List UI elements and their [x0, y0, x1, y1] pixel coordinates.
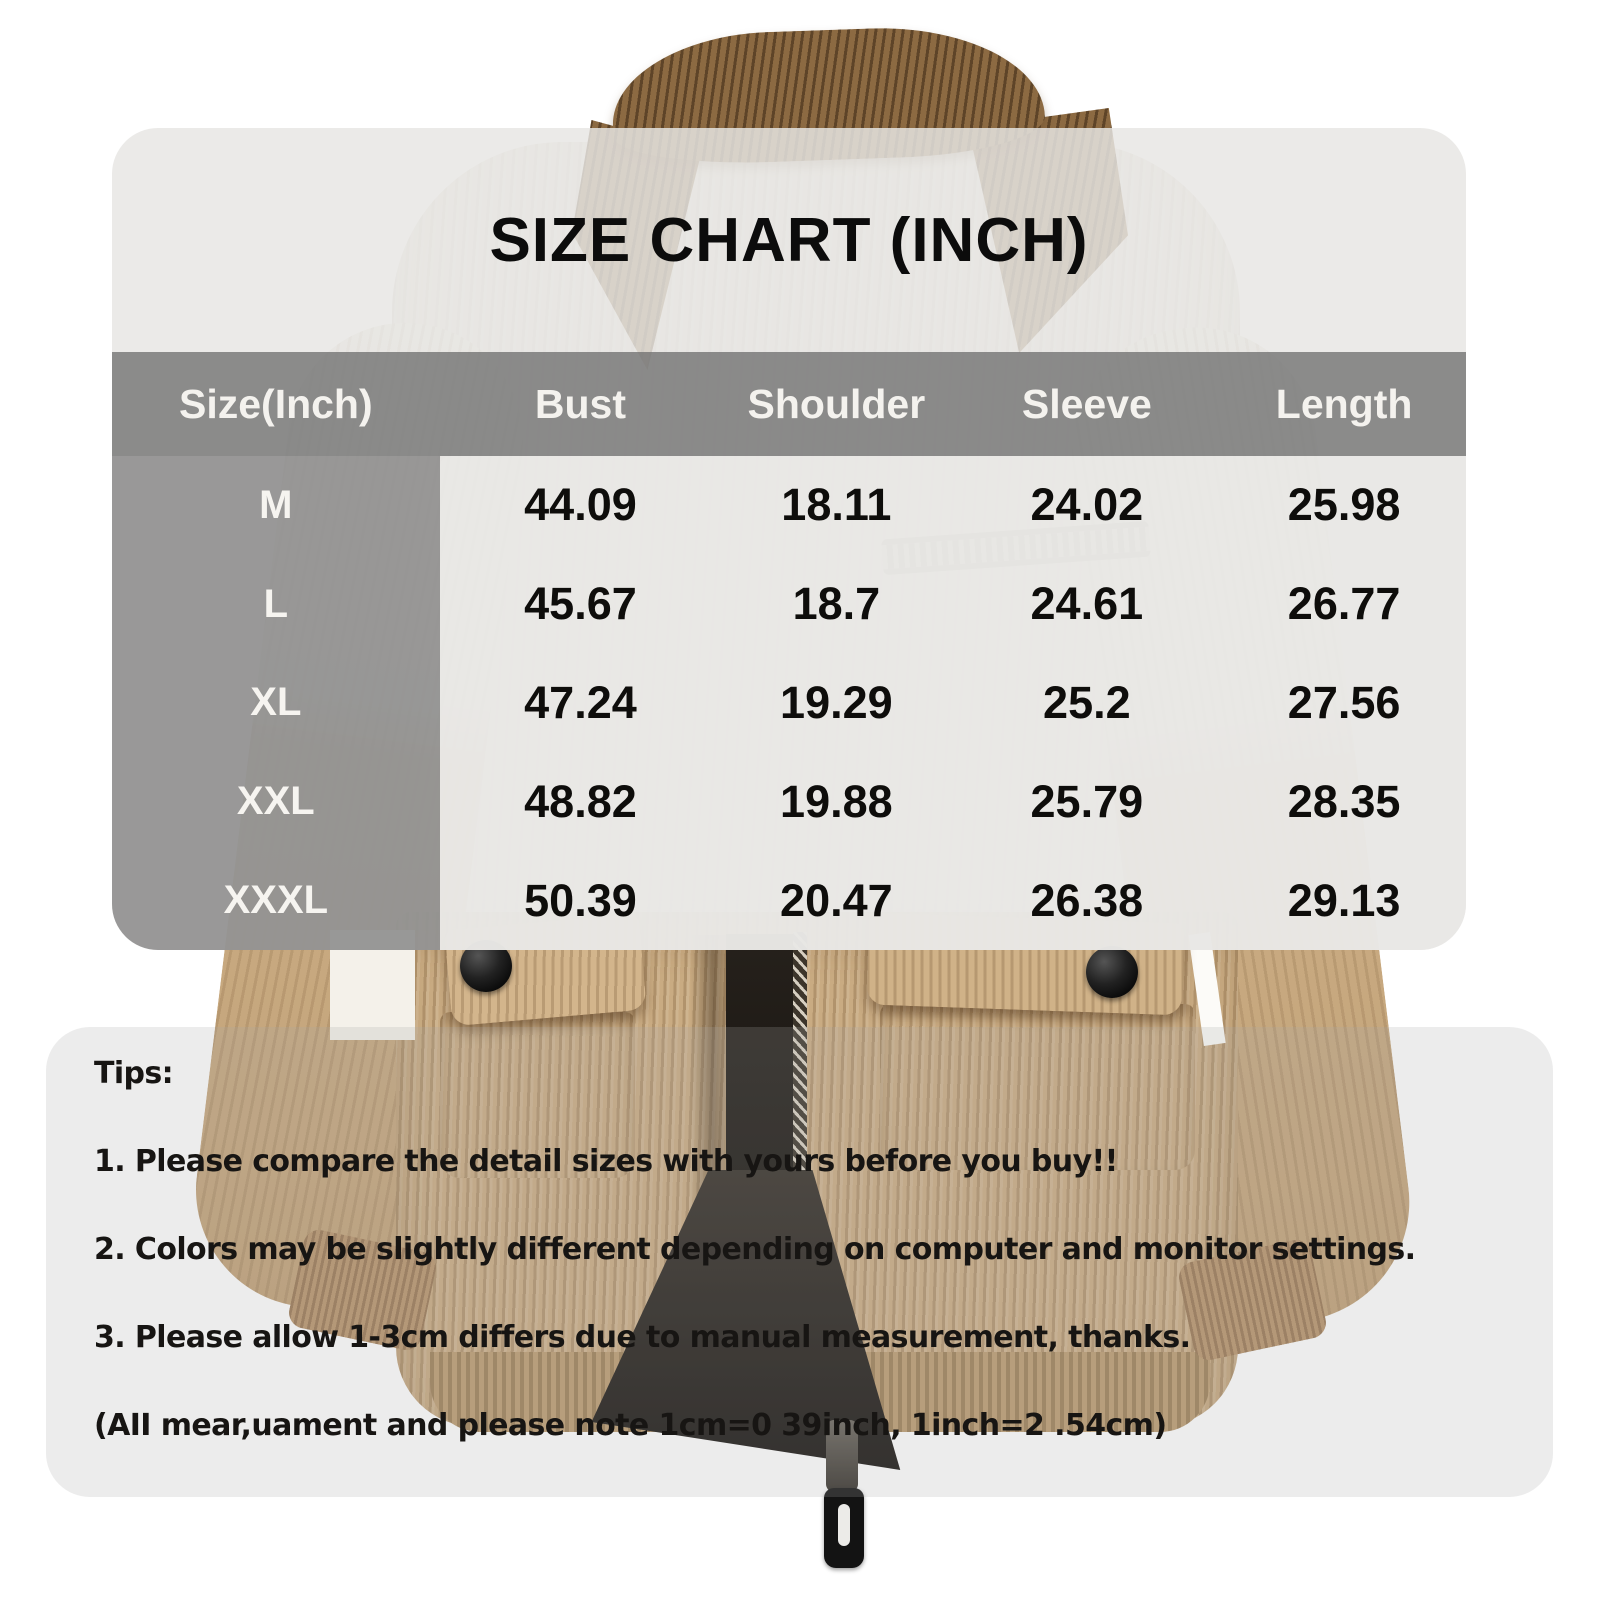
- tip-line-4: (AII mear,uament and please note 1cm=0 3…: [94, 1408, 1167, 1443]
- size-label: XXXL: [223, 878, 329, 923]
- jacket-pocket-left: [440, 1012, 635, 1178]
- tips-text-block: Tips: 1. Please compare the detail sizes…: [94, 1053, 1523, 1493]
- bust-value: 48.82: [524, 775, 637, 827]
- table-header-row: Size(Inch) Bust Shoulder Sleeve Length: [112, 352, 1466, 456]
- sleeve-value: 24.61: [1030, 578, 1144, 630]
- bust-value: 45.67: [524, 578, 637, 630]
- size-label: XXL: [236, 779, 315, 824]
- column-header-bust: Bust: [534, 380, 627, 427]
- size-chart-title: SIZE CHART (INCH): [489, 205, 1089, 275]
- size-column-background: [112, 456, 440, 950]
- values-panel-background: [439, 456, 1466, 950]
- jacket-zipper-pull: [824, 1488, 864, 1568]
- tips-heading: Tips:: [94, 1056, 174, 1091]
- table-row-xxxl: XXXL 50.39 20.47 26.38 29.13: [112, 851, 1466, 950]
- length-value: 29.13: [1287, 874, 1401, 926]
- size-chart-panel: SIZE CHART (INCH) Size(Inch) Bust Should…: [112, 128, 1466, 950]
- length-value: 28.35: [1287, 775, 1401, 827]
- table-row-xl: XL 47.24 19.29 25.2 27.56: [112, 654, 1466, 753]
- bust-value: 44.09: [524, 479, 637, 531]
- shoulder-value: 19.29: [780, 676, 893, 728]
- size-chart-title-area: SIZE CHART (INCH): [112, 128, 1466, 352]
- bust-value: 50.39: [524, 874, 637, 926]
- tip-line-1: 1. Please compare the detail sizes with …: [94, 1144, 1118, 1179]
- length-value: 25.98: [1287, 479, 1401, 531]
- table-row-l: L 45.67 18.7 24.61 26.77: [112, 555, 1466, 654]
- column-header-size: Size(Inch): [179, 380, 373, 427]
- bust-value: 47.24: [524, 676, 637, 728]
- jacket-open-front-gap-upper: [726, 934, 796, 1194]
- tip-line-3: 3. Please allow 1-3cm differs due to man…: [94, 1320, 1191, 1355]
- tips-panel: Tips: 1. Please compare the detail sizes…: [46, 1027, 1553, 1497]
- jacket-zipper-pull-slot: [838, 1504, 850, 1546]
- sleeve-value: 24.02: [1030, 479, 1144, 531]
- shoulder-value: 18.7: [792, 578, 881, 630]
- jacket-main-zipper-teeth: [793, 932, 807, 1196]
- column-header-sleeve: Sleeve: [1021, 380, 1152, 427]
- sleeve-value: 25.2: [1043, 676, 1131, 728]
- column-header-shoulder: Shoulder: [747, 380, 926, 427]
- shoulder-value: 18.11: [781, 479, 892, 531]
- jacket-zipper-slider: [826, 1420, 858, 1492]
- table-row-m: M 44.09 18.11 24.02 25.98: [112, 456, 1466, 555]
- column-header-length: Length: [1275, 380, 1413, 427]
- size-label: L: [263, 581, 289, 626]
- tip-line-2: 2. Colors may be slightly different depe…: [94, 1232, 1416, 1267]
- size-label: XL: [250, 680, 302, 725]
- jacket-pocket-right: [880, 1004, 1195, 1170]
- shoulder-value: 19.88: [780, 775, 893, 827]
- jacket-snap-button-right: [1086, 946, 1138, 998]
- size-label: M: [259, 482, 293, 527]
- table-row-xxl: XXL 48.82 19.88 25.79 28.35: [112, 752, 1466, 851]
- sleeve-value: 25.79: [1030, 775, 1144, 827]
- shoulder-value: 20.47: [780, 874, 893, 926]
- length-value: 26.77: [1287, 578, 1401, 630]
- sleeve-value: 26.38: [1030, 874, 1144, 926]
- table-body: M 44.09 18.11 24.02 25.98 L 45.67 18.7 2…: [112, 456, 1466, 950]
- length-value: 27.56: [1287, 676, 1401, 728]
